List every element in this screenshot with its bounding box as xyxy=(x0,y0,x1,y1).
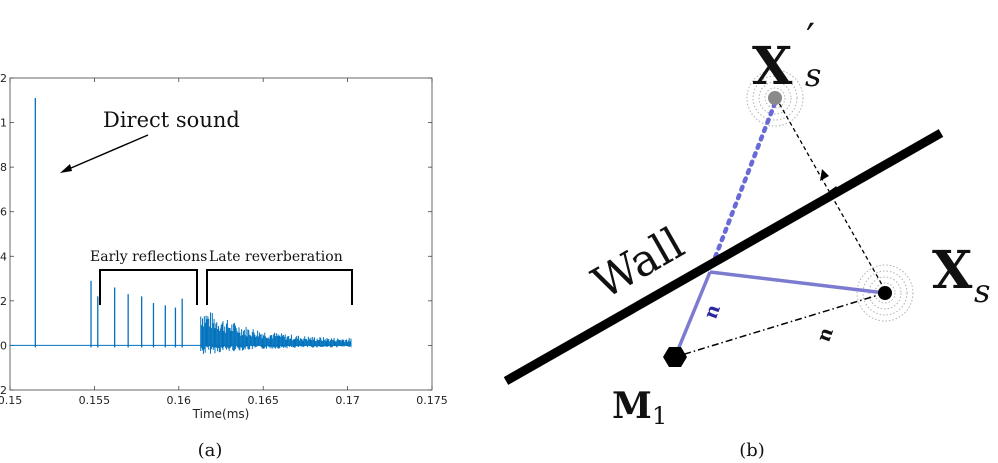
source-marker xyxy=(878,286,892,300)
x-ticks: 0.15 0.155 0.16 0.165 0.17 0.175 xyxy=(0,78,448,407)
x-axis-label: Time(ms) xyxy=(192,407,250,421)
reflection-path-source xyxy=(709,270,886,295)
signal-trace xyxy=(10,98,352,354)
panel-b: Wall u u X ′ s X s M 1 (b) xyxy=(503,16,990,461)
y-ticks: -0.2 0 0.2 0.4 0.6 0.8 1 1.2 xyxy=(0,72,432,397)
y-tick-label: 0.2 xyxy=(0,295,7,308)
bracket-late-reverberation xyxy=(206,269,353,305)
caption-a: (a) xyxy=(198,440,223,461)
y-tick-label: 1.2 xyxy=(0,72,7,85)
caption-b: (b) xyxy=(739,440,765,461)
x-tick-label: 0.17 xyxy=(335,394,360,407)
image-source-prime: ′ xyxy=(806,16,815,62)
source-subscript: s xyxy=(974,272,990,310)
image-path-line xyxy=(708,100,778,271)
source-radiation xyxy=(856,264,914,322)
annotation-late-reverberation: Late reverberation xyxy=(209,249,343,265)
microphone-letter: M xyxy=(612,385,652,427)
source-label: X s xyxy=(932,240,990,310)
y-tick-label: 0 xyxy=(0,339,7,352)
image-source-marker xyxy=(768,91,782,105)
y-tick-label: 0.6 xyxy=(0,206,7,219)
image-source-radiation xyxy=(746,69,804,127)
normal-label-1: u xyxy=(702,302,727,323)
reflection-path-mic xyxy=(673,271,712,358)
annotation-direct-sound: Direct sound xyxy=(103,108,240,132)
bracket-early-reflections xyxy=(99,269,198,305)
plot-frame xyxy=(9,77,433,391)
y-tick-label: -0.2 xyxy=(0,384,7,397)
y-tick-label: 1 xyxy=(0,117,7,130)
image-source-label: X ′ s xyxy=(752,16,821,97)
microphone-label: M 1 xyxy=(612,385,667,430)
source-letter: X xyxy=(932,240,973,301)
normal-label-2: u xyxy=(815,325,840,346)
image-source-subscript: s xyxy=(805,56,821,94)
microphone-marker xyxy=(663,347,687,367)
x-tick-label: 0.165 xyxy=(247,394,279,407)
microphone-subscript: 1 xyxy=(652,402,667,430)
y-tick-label: 0.8 xyxy=(0,161,7,174)
x-tick-label: 0.175 xyxy=(416,394,448,407)
direction-arrow xyxy=(820,169,829,181)
arrow-direct-sound xyxy=(60,134,149,173)
annotation-early-reflections: Early reflections xyxy=(90,249,207,265)
wall-line xyxy=(503,129,944,385)
x-tick-label: 0.16 xyxy=(167,394,192,407)
image-source-letter: X xyxy=(752,36,793,97)
x-tick-label: 0.155 xyxy=(79,394,111,407)
x-tick-label: 0.15 xyxy=(0,394,22,407)
wall-label: Wall xyxy=(584,218,692,310)
y-tick-label: 0.4 xyxy=(0,250,7,263)
